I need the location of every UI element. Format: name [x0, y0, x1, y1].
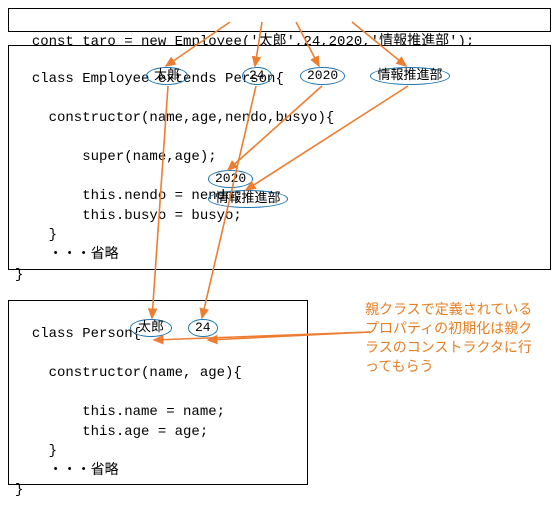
employee-class-code: class Employee extends Person{ construct…: [15, 71, 334, 283]
person-class-code: class Person{ constructor(name, age){ th…: [15, 326, 242, 499]
oval-taro-arg: 太郎: [146, 67, 188, 85]
oval-taro-super: 太郎: [130, 319, 172, 337]
oval-2020-arg: 2020: [300, 67, 345, 85]
oval-dept-assigned: 情報推進部: [208, 190, 288, 208]
instantiation-code-box: const taro = new Employee('太郎',24,2020,'…: [8, 8, 551, 32]
employee-class-box: class Employee extends Person{ construct…: [8, 45, 551, 270]
super-call-annotation: 親クラスで定義されているプロパティの初期化は親クラスのコンストラクタに行ってもら…: [365, 300, 535, 376]
oval-24-super: 24: [188, 319, 218, 337]
oval-24-arg: 24: [242, 67, 272, 85]
oval-dept-arg: 情報推進部: [370, 67, 450, 85]
oval-2020-assigned: 2020: [208, 170, 253, 188]
